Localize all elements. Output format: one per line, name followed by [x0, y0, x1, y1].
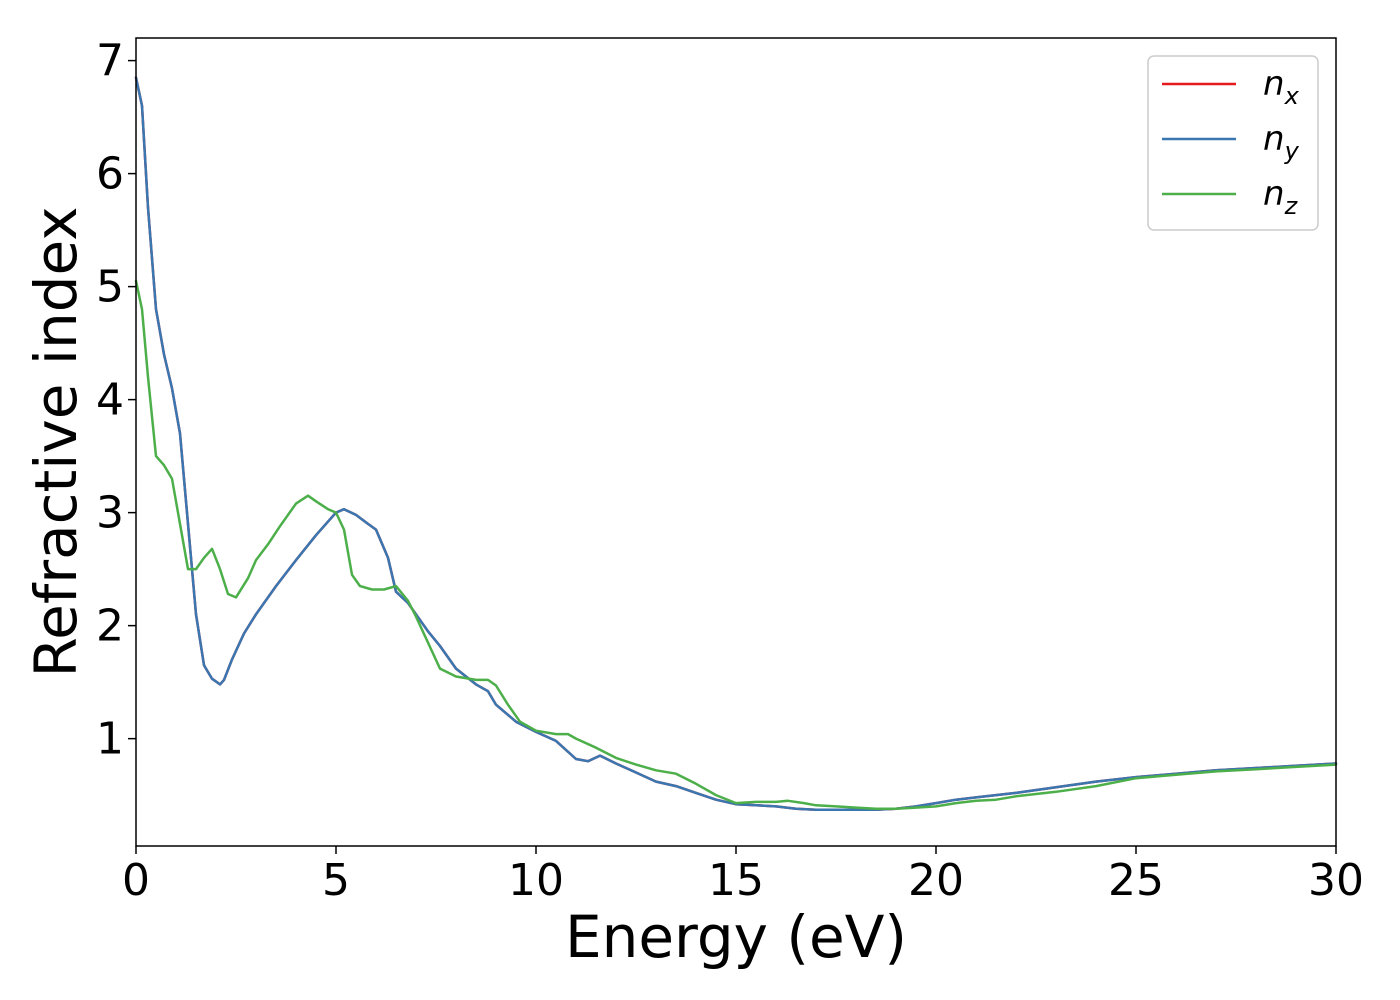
x-tick-label: 10	[508, 855, 564, 906]
legend-box	[1147, 55, 1319, 231]
series-lines	[134, 76, 1338, 812]
x-axis-ticks: 0 5 10 15 20 25 30	[122, 846, 1364, 906]
series-line-ny	[134, 76, 1338, 812]
x-tick-label: 15	[708, 855, 764, 906]
x-axis-label: Energy (eV)	[565, 903, 907, 971]
legend-label-subscript: y	[1284, 137, 1300, 165]
legend-label-subscript: x	[1284, 82, 1300, 110]
y-tick-label: 7	[96, 36, 124, 87]
plot-area	[136, 38, 1336, 846]
y-tick-label: 3	[96, 488, 124, 539]
legend-label-nz: nz	[1263, 174, 1299, 220]
legend-label-base: n	[1263, 119, 1285, 159]
y-axis-ticks: 1 2 3 4 5 6 7	[96, 36, 136, 765]
y-tick-label: 5	[96, 262, 124, 313]
y-tick-label: 2	[96, 601, 124, 652]
legend-label-base: n	[1263, 174, 1285, 214]
x-tick-label: 0	[122, 855, 150, 906]
legend-label-base: n	[1263, 64, 1285, 104]
y-tick-label: 6	[96, 149, 124, 200]
legend-label-ny: ny	[1263, 119, 1300, 165]
series-line-nz	[134, 279, 1338, 810]
legend-label-nx: nx	[1263, 64, 1300, 110]
y-tick-label: 1	[96, 714, 124, 765]
x-tick-label: 30	[1308, 855, 1364, 906]
legend-label-subscript: z	[1284, 192, 1299, 220]
x-tick-label: 20	[908, 855, 964, 906]
plot-frame	[135, 37, 1337, 847]
y-axis-label: Refractive index	[22, 206, 90, 677]
x-tick-label: 25	[1108, 855, 1164, 906]
y-tick-label: 4	[96, 375, 124, 426]
x-tick-label: 5	[322, 855, 350, 906]
